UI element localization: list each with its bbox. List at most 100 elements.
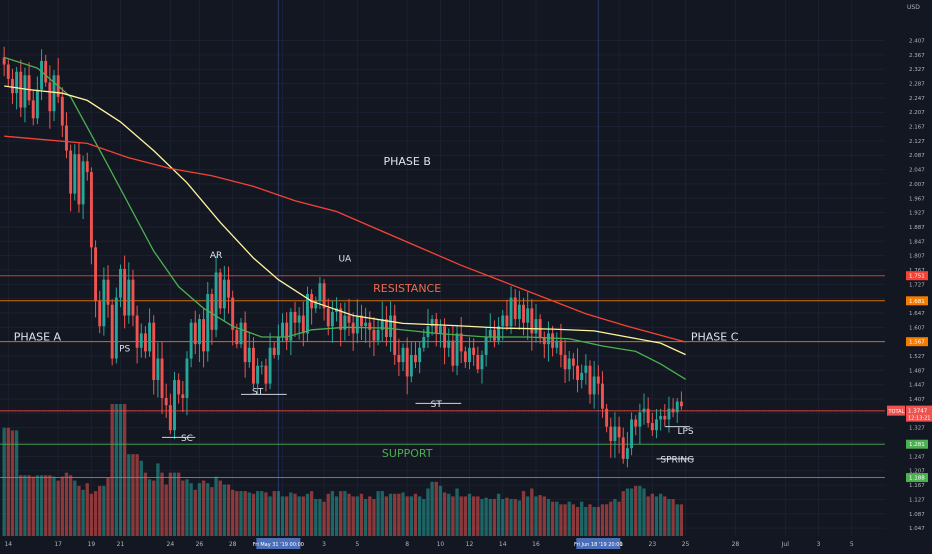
candle-body — [127, 279, 131, 316]
volume-bar — [430, 481, 434, 536]
candle-body — [135, 315, 139, 348]
price-axis-tick: 1.247 — [909, 454, 925, 460]
volume-bar — [10, 430, 15, 536]
candle-body — [168, 405, 172, 431]
volume-bar — [27, 475, 31, 536]
candle-body — [343, 315, 347, 330]
volume-bar — [355, 496, 359, 536]
time-axis-tick: 14 — [4, 541, 12, 548]
crosshair-date-label: Fri May 31 '19 00:00 — [253, 542, 304, 548]
time-axis-tick: 16 — [532, 541, 540, 548]
candle-body — [15, 71, 19, 94]
volume-bar — [318, 499, 322, 536]
time-axis-tick: 26 — [196, 541, 204, 548]
time-axis-tick: 21 — [117, 541, 125, 548]
candle-body — [85, 161, 89, 173]
candle-body — [301, 315, 305, 334]
volume-bar — [584, 506, 588, 536]
volume-bar — [247, 492, 251, 536]
candle-body — [119, 268, 122, 298]
volume-bar — [272, 491, 276, 536]
volume-bar — [384, 496, 389, 536]
volume-bar — [351, 496, 355, 536]
annotation-label: LPS — [677, 427, 693, 437]
candle-body — [231, 297, 235, 330]
crosshair-date-label: Fri Jun 18 '19 20:00 — [574, 542, 623, 548]
volume-bar — [447, 493, 451, 536]
crosshair-date-tag — [256, 538, 301, 549]
volume-bar — [496, 493, 501, 536]
candle-body — [289, 311, 293, 341]
volume-bar — [35, 475, 40, 536]
candle-body — [330, 311, 334, 327]
candle-body — [667, 408, 671, 420]
candle-body — [65, 125, 68, 151]
volume-bar — [239, 491, 243, 536]
time-axis-tick: 3 — [322, 541, 326, 548]
volume-bar — [517, 500, 522, 536]
volume-bar — [168, 472, 173, 536]
candle-body — [480, 354, 484, 370]
volume-bar — [658, 493, 663, 536]
moving-average-line — [4, 85, 686, 356]
candle-body — [393, 315, 397, 355]
volume-bar — [73, 480, 77, 536]
candle-body — [318, 283, 322, 302]
candle-body — [596, 376, 600, 384]
level-price-tag — [906, 337, 928, 347]
volume-bar — [592, 506, 596, 536]
candle-body — [189, 322, 193, 359]
candle-body — [256, 365, 260, 384]
candle-body — [671, 408, 675, 413]
volume-bar — [596, 506, 600, 536]
candle-body — [659, 415, 663, 420]
volume-bar — [260, 491, 264, 536]
volume-bar — [110, 404, 114, 536]
volume-bar — [276, 491, 281, 536]
volume-bar — [501, 499, 505, 536]
candle-body — [227, 279, 230, 298]
candle-body — [546, 333, 550, 345]
volume-bar — [214, 476, 218, 536]
candle-body — [23, 75, 27, 108]
volume-bar — [455, 488, 459, 536]
volume-bar — [218, 480, 222, 536]
volume-bar — [68, 475, 73, 536]
volume-bar — [293, 493, 297, 536]
level-price-tag — [906, 296, 928, 306]
crosshair-date-tag — [576, 538, 621, 549]
price-axis-tick: 2.087 — [909, 153, 925, 159]
volume-bar — [629, 488, 634, 536]
volume-bar — [480, 499, 484, 536]
volume-bar — [459, 496, 463, 536]
candle-body — [497, 326, 501, 341]
price-axis-tick: 1.207 — [909, 469, 925, 475]
time-axis-background — [0, 536, 932, 550]
volume-bar — [334, 496, 339, 536]
volume-bar — [222, 484, 227, 536]
candle-body — [360, 315, 363, 327]
candle-body — [484, 337, 488, 355]
candle-body — [451, 340, 455, 366]
price-axis-tick: 1.887 — [909, 225, 925, 231]
candle-body — [185, 358, 189, 398]
candle-body — [655, 419, 658, 431]
candle-body — [364, 322, 368, 327]
price-axis-tick: 1.647 — [909, 311, 925, 317]
candle-body — [222, 279, 226, 309]
candle-body — [60, 96, 64, 126]
volume-bar — [226, 484, 231, 536]
candle-body — [48, 82, 52, 112]
candle-body — [197, 319, 201, 345]
candle-body — [463, 351, 467, 363]
volume-bar — [77, 485, 81, 536]
volume-bar — [143, 472, 148, 536]
candle-body — [638, 412, 642, 427]
candle-body — [214, 272, 218, 330]
current-price-symbol-tag — [887, 405, 905, 416]
annotation-label: PHASE B — [383, 155, 430, 168]
candle-body — [613, 426, 617, 441]
candle-body — [509, 297, 513, 327]
